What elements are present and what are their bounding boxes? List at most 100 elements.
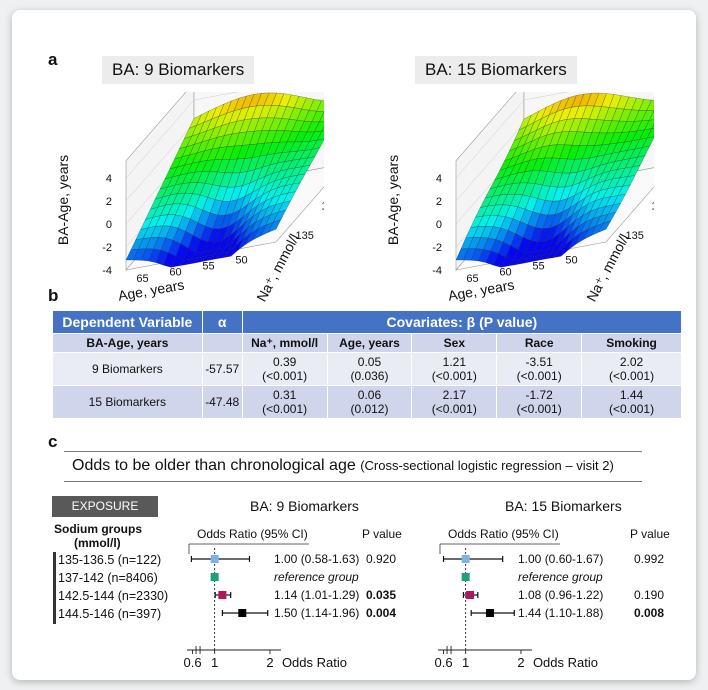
surface-patch bbox=[319, 111, 324, 123]
table-cell: -3.51 (<0.001) bbox=[496, 352, 583, 386]
point-estimate bbox=[238, 609, 247, 617]
surface-patch bbox=[321, 126, 324, 132]
or-value: 1.08 (0.96-1.22) bbox=[518, 588, 603, 602]
z-axis-label: BA-Age, years bbox=[55, 155, 71, 245]
subheader-cell: Smoking bbox=[581, 333, 682, 353]
x-axis-label: Odds Ratio bbox=[533, 655, 598, 670]
z-tick-label: -4 bbox=[432, 265, 442, 277]
table-cell: 0.05 (0.036) bbox=[326, 352, 413, 386]
surface-patch bbox=[648, 110, 654, 121]
group-label: 137-142 (n=8406) bbox=[58, 571, 158, 585]
table-cell: 2.17 (<0.001) bbox=[411, 385, 498, 419]
sodium-header: Sodium groups bbox=[54, 522, 142, 536]
plot-title-9: BA: 9 Biomarkers bbox=[102, 56, 255, 84]
subheader-cell: Sex bbox=[411, 333, 498, 353]
z-tick-label: -2 bbox=[432, 242, 442, 254]
point-estimate bbox=[210, 573, 219, 581]
exposure-badge: EXPOSURE bbox=[52, 496, 158, 517]
point-estimate bbox=[466, 591, 475, 599]
x-tick-label: 65 bbox=[466, 273, 478, 285]
y-tick-label: 135 bbox=[626, 230, 644, 242]
z-tick-label: 0 bbox=[106, 219, 112, 231]
x-tick-label: 65 bbox=[136, 273, 148, 285]
or-value: 1.50 (1.14-1.96) bbox=[274, 606, 359, 620]
y-tick-label: 140 bbox=[321, 200, 324, 212]
z-tick-label: 2 bbox=[436, 196, 442, 208]
panel-c-title: Odds to be older than chronological age … bbox=[72, 457, 614, 474]
forest-title-9: BA: 9 Biomarkers bbox=[250, 498, 359, 514]
grid-line bbox=[455, 92, 569, 179]
table-header-row: Dependent Variable α Covariates: β (P va… bbox=[52, 310, 683, 334]
x-tick-label: 50 bbox=[235, 254, 247, 266]
x-axis-label: Odds Ratio bbox=[282, 655, 347, 670]
p-value: 0.008 bbox=[634, 606, 664, 620]
group-label: 142.5-144 (n=2330) bbox=[58, 589, 169, 603]
forest-plot-15: Odds Ratio (95% CI) P value 1.00 (0.60-1.6… bbox=[434, 527, 670, 670]
surface-patch bbox=[651, 124, 654, 129]
p-value: 0.190 bbox=[634, 588, 664, 602]
sodium-units: (mmol/l) bbox=[74, 536, 121, 550]
z-tick-label: -4 bbox=[102, 265, 112, 277]
panel-a-label: a bbox=[48, 50, 58, 69]
z-tick-label: 4 bbox=[106, 173, 112, 185]
p-value: 0.035 bbox=[366, 588, 396, 602]
table-row: 15 Biomarkers -47.48 0.31 (<0.001) 0.06 (0… bbox=[52, 385, 682, 419]
subheader-cell bbox=[201, 333, 243, 353]
z-tick-label: 4 bbox=[436, 173, 442, 185]
surface-plot-9: 4 2 0 -2 -4 BA-Age, years 65 60 55 50 Age, years 14… bbox=[55, 92, 324, 304]
header-alpha: α bbox=[201, 310, 243, 334]
x-tick-label: 0.6 bbox=[183, 655, 201, 670]
z-tick-label: 2 bbox=[106, 196, 112, 208]
table-cell: 0.31 (<0.001) bbox=[241, 385, 328, 419]
point-estimate bbox=[485, 609, 494, 617]
column-header-or: Odds Ratio (95% CI) bbox=[448, 527, 559, 541]
or-value: reference group bbox=[518, 570, 603, 584]
x-axis-label: Age, years bbox=[117, 276, 186, 303]
grid-line bbox=[125, 92, 239, 179]
z-tick-label: -2 bbox=[102, 242, 112, 254]
z-tick-label: 0 bbox=[436, 219, 442, 231]
subheader-cell: Age, years bbox=[326, 333, 413, 353]
x-tick-label: 55 bbox=[202, 260, 214, 272]
x-tick-label: 2 bbox=[517, 655, 524, 670]
x-axis-label: Age, years bbox=[447, 276, 516, 303]
or-value: 1.44 (1.10-1.88) bbox=[518, 606, 603, 620]
row-name: 15 Biomarkers bbox=[52, 385, 203, 419]
point-estimate bbox=[461, 555, 470, 563]
table-cell: 1.21 (<0.001) bbox=[411, 352, 498, 386]
table-cell: -1.72 (<0.001) bbox=[496, 385, 583, 419]
or-value: 1.00 (0.60-1.67) bbox=[518, 552, 603, 566]
column-header-p: P value bbox=[362, 527, 402, 541]
subheader-cell: BA-Age, years bbox=[52, 333, 203, 353]
header-covariates: Covariates: β (P value) bbox=[241, 310, 683, 334]
x-tick-label: 1 bbox=[462, 655, 469, 670]
column-header-p: P value bbox=[630, 527, 670, 541]
column-header-or: Odds Ratio (95% CI) bbox=[197, 527, 308, 541]
or-value: reference group bbox=[274, 570, 359, 584]
y-tick-label: 135 bbox=[296, 230, 314, 242]
plot-title-15: BA: 15 Biomarkers bbox=[415, 56, 577, 84]
x-tick-label: 60 bbox=[499, 267, 511, 279]
table-subheader-row: BA-Age, years Na⁺, mmol/l Age, years Sex… bbox=[52, 333, 682, 353]
subheader-cell: Na⁺, mmol/l bbox=[241, 333, 328, 353]
surface-plot-15: 4 2 0 -2 -4 BA-Age, years 65 60 55 50 Age, years 14… bbox=[385, 92, 654, 304]
x-tick-label: 0.6 bbox=[434, 655, 452, 670]
point-estimate bbox=[461, 573, 470, 581]
subheader-cell: Race bbox=[496, 333, 583, 353]
table-cell: 1.44 (<0.001) bbox=[581, 385, 682, 419]
or-value: 1.00 (0.58-1.63) bbox=[274, 552, 359, 566]
table-cell: 0.39 (<0.001) bbox=[241, 352, 328, 386]
group-label: 135-136.5 (n=122) bbox=[58, 553, 162, 567]
or-value: 1.14 (1.01-1.29) bbox=[274, 588, 359, 602]
regression-table: Dependent Variable α Covariates: β (P va… bbox=[52, 310, 683, 419]
group-label: 144.5-146 (n=397) bbox=[58, 607, 162, 621]
table-cell: 2.02 (<0.001) bbox=[581, 352, 682, 386]
forest-title-15: BA: 15 Biomarkers bbox=[505, 498, 622, 514]
surface-patch bbox=[598, 220, 612, 233]
x-tick-label: 2 bbox=[266, 655, 273, 670]
point-estimate bbox=[210, 555, 219, 563]
panel-c-label: c bbox=[48, 432, 58, 451]
figure-card: a BA: 9 Biomarkers BA: 15 Biomarkers 4 2 0… bbox=[12, 10, 696, 680]
surface-patch bbox=[268, 219, 282, 233]
